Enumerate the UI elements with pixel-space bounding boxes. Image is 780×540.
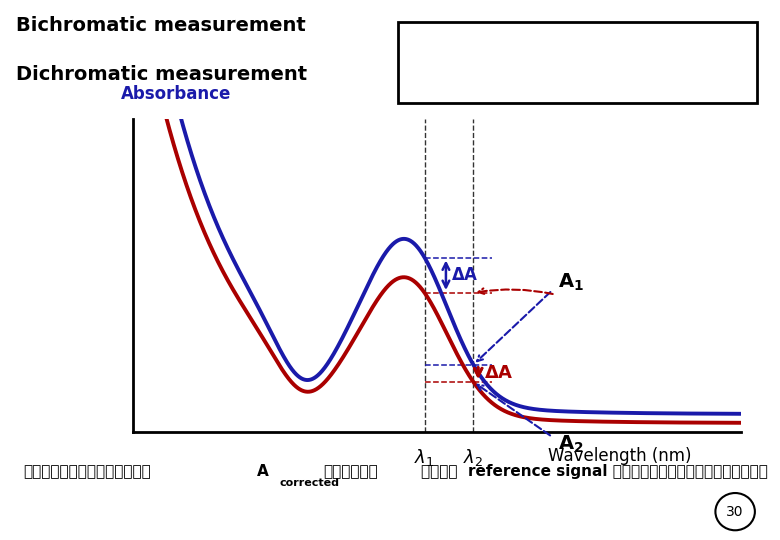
- Text: ได้คงท: ได้คงท: [324, 464, 378, 480]
- Text: 30: 30: [726, 505, 744, 518]
- Text: 1: 1: [556, 35, 568, 53]
- Text: = A: = A: [515, 39, 575, 69]
- Text: $\mathbf{A_2}$: $\mathbf{A_2}$: [558, 434, 584, 455]
- Text: Absorbance: Absorbance: [120, 85, 231, 103]
- Text: $\bf\Delta A$: $\bf\Delta A$: [484, 364, 514, 382]
- Text: Wavelength (nm): Wavelength (nm): [548, 447, 691, 465]
- Text: A: A: [257, 464, 269, 480]
- Text: $\bf\Delta A$: $\bf\Delta A$: [451, 266, 478, 284]
- Text: Corrected: Corrected: [460, 59, 537, 73]
- Circle shape: [715, 493, 755, 530]
- Text: $\mathbf{A_1}$: $\mathbf{A_1}$: [558, 272, 584, 293]
- Text: $\lambda_2$: $\lambda_2$: [463, 447, 484, 468]
- Text: กรณี  reference signal เปลี่ยนแปลงไม่มาก: กรณี reference signal เปลี่ยนแปลงไม่มาก: [421, 464, 768, 480]
- Text: Dichromatic measurement: Dichromatic measurement: [16, 65, 307, 84]
- Text: 2: 2: [595, 55, 607, 73]
- Text: -A: -A: [562, 39, 597, 69]
- Text: $\lambda_1$: $\lambda_1$: [414, 447, 434, 468]
- Text: A: A: [433, 39, 456, 69]
- Text: ชายทำใหการาดดา: ชายทำใหการาดดา: [23, 464, 151, 480]
- Text: Bichromatic measurement: Bichromatic measurement: [16, 16, 305, 35]
- Text: corrected: corrected: [279, 478, 339, 488]
